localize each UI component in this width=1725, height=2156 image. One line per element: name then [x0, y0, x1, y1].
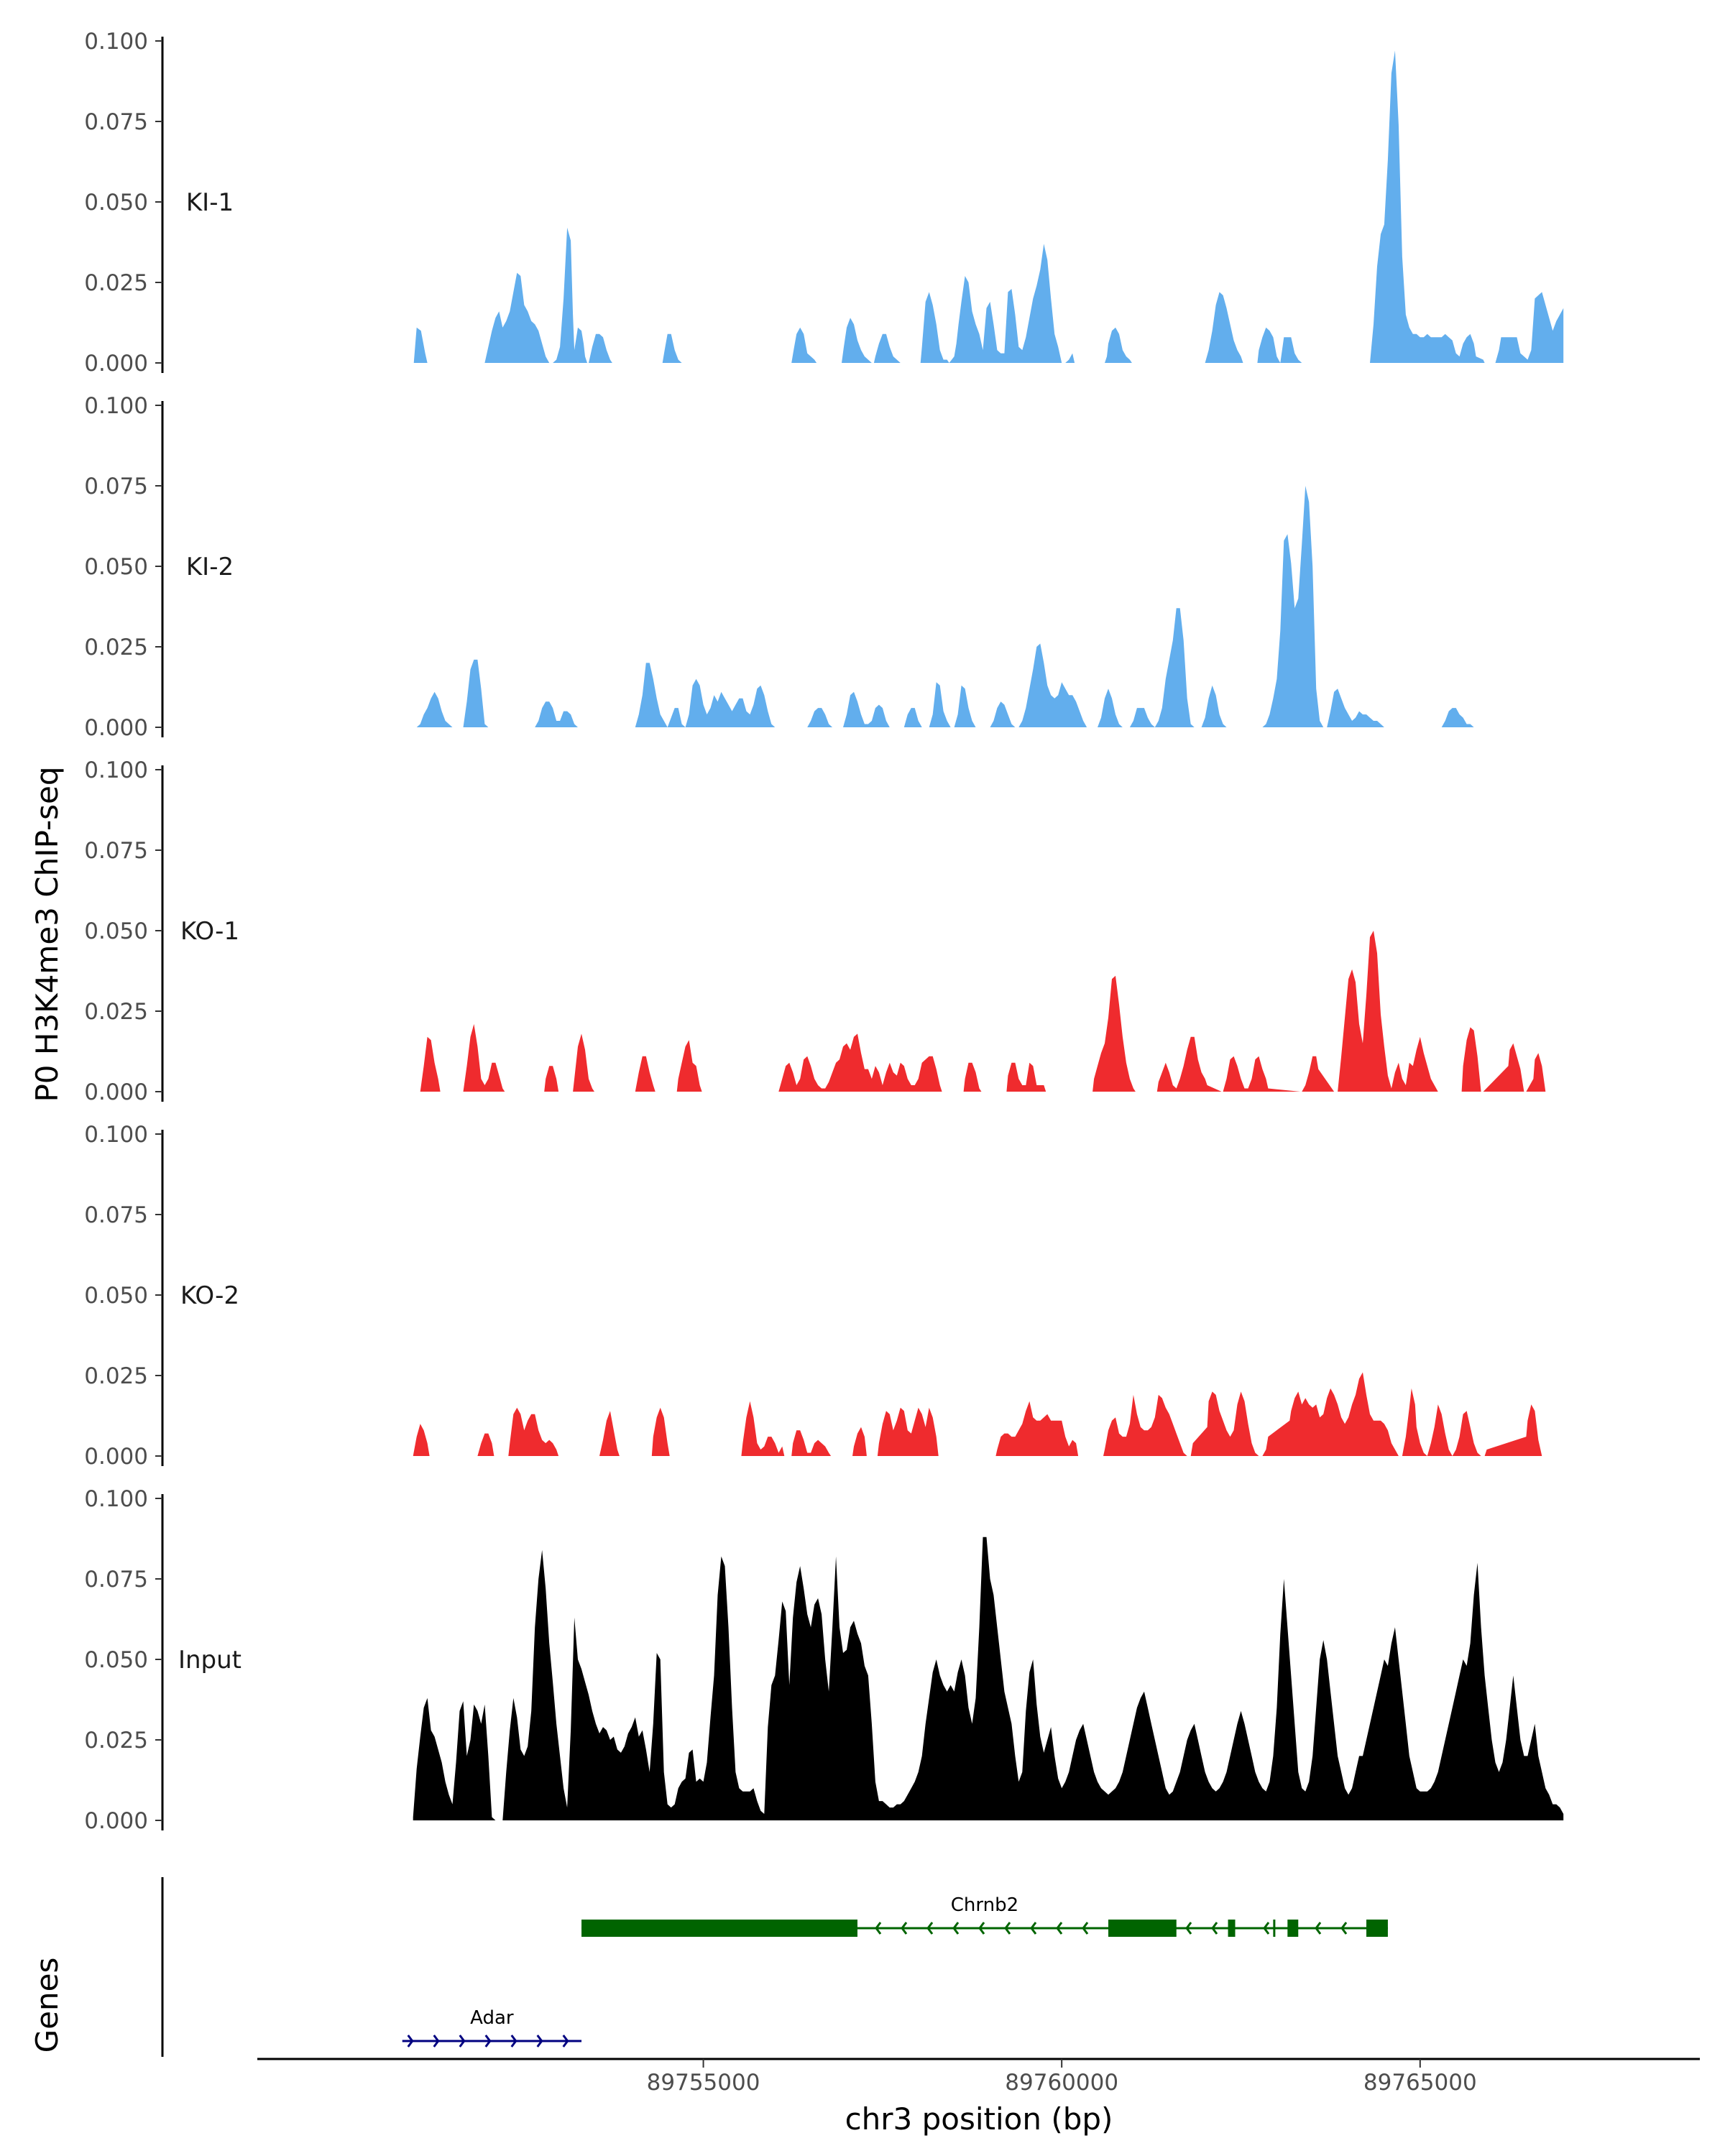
- y-tick-label: 0.100: [84, 1122, 148, 1148]
- y-tick-label: 0.100: [84, 757, 148, 783]
- y-tick-label: 0.000: [84, 351, 148, 377]
- y-tick-label: 0.075: [84, 109, 148, 135]
- y-tick-label: 0.075: [84, 1202, 148, 1228]
- y-tick-label: 0.050: [84, 190, 148, 216]
- gene-label: Adar: [470, 2007, 514, 2029]
- strand-chevron: [1340, 1922, 1348, 1935]
- strand-chevron: [510, 2035, 518, 2047]
- y-tick-label: 0.050: [84, 1283, 148, 1309]
- exon-block: [1287, 1920, 1299, 1937]
- strand-chevron: [407, 2035, 414, 2047]
- x-axis: 89755000 89760000 89765000: [257, 2058, 1700, 2096]
- exon-block: [1228, 1920, 1236, 1937]
- strand-chevron: [459, 2035, 466, 2047]
- y-tick-label: 0.100: [84, 1486, 148, 1512]
- genes-panel-title: Genes: [29, 1958, 65, 2053]
- y-tick-label: 0.025: [84, 635, 148, 660]
- y-tick-label: 0.000: [84, 1079, 148, 1105]
- strand-chevron: [1082, 1922, 1089, 1935]
- strand-chevron: [1211, 1922, 1218, 1935]
- track-label: KI-1: [186, 188, 234, 217]
- strand-chevron: [926, 1922, 934, 1935]
- gene-annotation-panel: Chrnb2 Adar: [161, 1877, 1388, 2057]
- y-tick-label: 0.000: [84, 1808, 148, 1834]
- signal-area: [416, 486, 1478, 727]
- track-input: 0.000 0.025 0.050 0.075 0.100 Input: [84, 1486, 1564, 1834]
- y-tick-label: 0.000: [84, 715, 148, 741]
- strand-chevron: [1315, 1922, 1322, 1935]
- track-label: Input: [178, 1646, 242, 1674]
- strand-chevron: [536, 2035, 543, 2047]
- gene-chrnb2: Chrnb2: [581, 1894, 1388, 1937]
- y-tick-label: 0.050: [84, 918, 148, 944]
- strand-chevron: [978, 1922, 985, 1935]
- exon-block: [1108, 1920, 1177, 1937]
- strand-chevron: [1030, 1922, 1037, 1935]
- y-tick-label: 0.100: [84, 29, 148, 55]
- track-ko-2: 0.000 0.025 0.050 0.075 0.100 KO-2: [84, 1122, 1557, 1470]
- strand-chevron: [1185, 1922, 1192, 1935]
- y-tick-label: 0.000: [84, 1444, 148, 1470]
- signal-area: [420, 931, 1546, 1092]
- y-tick-label: 0.050: [84, 1647, 148, 1673]
- y-tick-label: 0.025: [84, 1363, 148, 1389]
- strand-chevron: [1056, 1922, 1063, 1935]
- x-tick-label: 89760000: [1005, 2070, 1118, 2096]
- strand-chevron: [562, 2035, 569, 2047]
- y-tick-label: 0.025: [84, 1728, 148, 1754]
- track-ki-2: 0.000 0.025 0.050 0.075 0.100 KI-2: [84, 393, 1478, 741]
- y-tick-label: 0.025: [84, 999, 148, 1025]
- signal-tracks: 0.0000.0250.0500.0750.100KI-10.0000.0250…: [84, 29, 1564, 1834]
- x-axis-title: chr3 position (bp): [845, 2101, 1113, 2137]
- signal-area: [413, 1537, 1564, 1820]
- gene-label: Chrnb2: [951, 1894, 1018, 1916]
- signal-area: [413, 50, 1564, 364]
- y-tick-label: 0.075: [84, 474, 148, 499]
- track-label: KO-2: [180, 1281, 239, 1310]
- strand-chevron: [901, 1922, 908, 1935]
- track-ki-1: 0.000 0.025 0.050 0.075 0.100 KI-1: [84, 29, 1564, 377]
- x-tick-label: 89755000: [647, 2070, 760, 2096]
- y-tick-label: 0.050: [84, 554, 148, 580]
- strand-chevron: [875, 1922, 882, 1935]
- y-tick-label: 0.025: [84, 270, 148, 296]
- y-axis-title: P0 H3K4me3 ChIP-seq: [29, 766, 65, 1102]
- gene-adar: Adar: [402, 2007, 582, 2047]
- y-tick-label: 0.100: [84, 393, 148, 419]
- exon-block: [1273, 1920, 1276, 1937]
- strand-chevron: [484, 2035, 492, 2047]
- track-label: KI-2: [186, 553, 234, 581]
- signal-area: [413, 1372, 1557, 1456]
- exon-block: [581, 1920, 857, 1937]
- track-ko-1: 0.000 0.025 0.050 0.075 0.100 KO-1: [84, 757, 1546, 1105]
- x-tick-label: 89765000: [1363, 2070, 1477, 2096]
- exon-block: [1366, 1920, 1388, 1937]
- strand-chevron: [1004, 1922, 1011, 1935]
- strand-chevron: [1263, 1922, 1270, 1935]
- y-tick-label: 0.075: [84, 1567, 148, 1593]
- strand-chevron: [952, 1922, 960, 1935]
- strand-chevron: [433, 2035, 440, 2047]
- y-tick-label: 0.075: [84, 838, 148, 864]
- track-label: KO-1: [180, 917, 239, 946]
